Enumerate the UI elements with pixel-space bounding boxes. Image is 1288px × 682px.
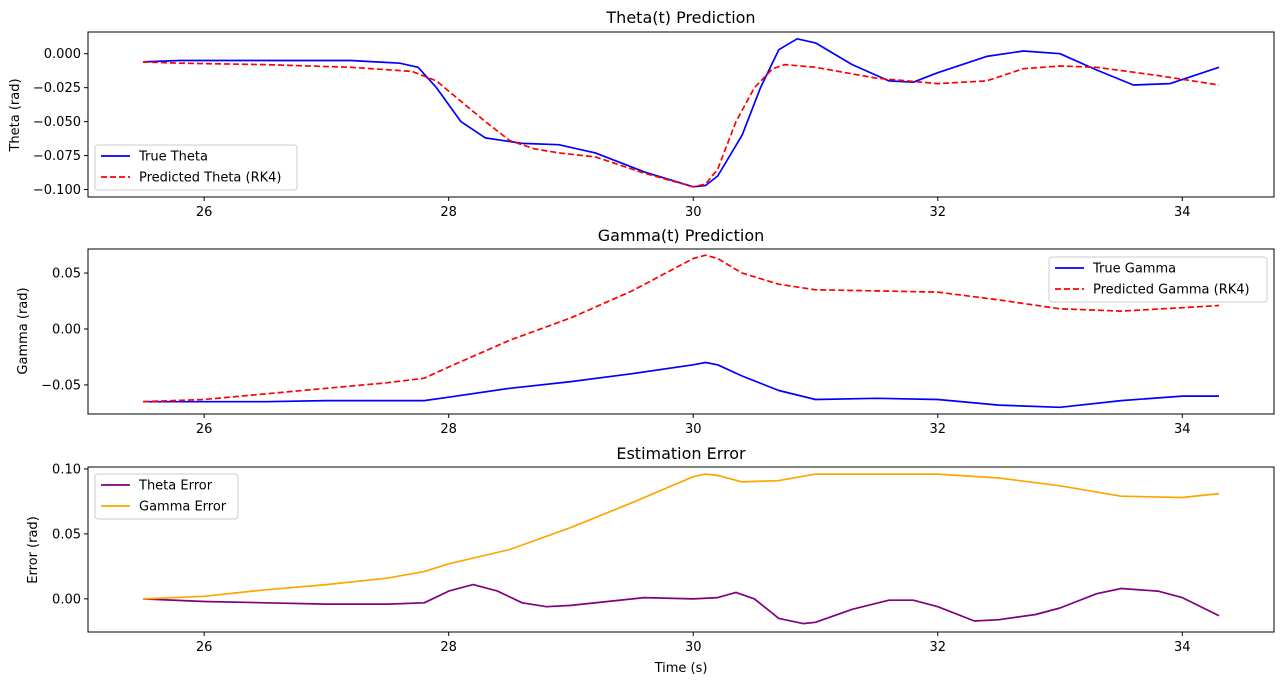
x-tick-label: 32 [929, 205, 946, 220]
legend-label: Predicted Theta (RK4) [139, 171, 282, 186]
legend: True Gamma Predicted Gamma (RK4) [1048, 256, 1268, 303]
y-tick-label: −0.025 [33, 81, 81, 96]
x-tick-label: 30 [685, 640, 702, 655]
subplot-gamma: Gamma(t) Prediction Gamma (rad) 26 28 30 32… [16, 226, 1275, 437]
y-tick-label: −0.050 [33, 115, 81, 130]
legend-box [1048, 256, 1268, 303]
x-tick-label: 28 [440, 422, 457, 437]
x-tick-label: 30 [685, 205, 702, 220]
plot-area: 26 28 30 32 34 0.05 0.00 −0.05 True Gamma Predict… [41, 248, 1275, 437]
plot-title: Estimation Error [616, 444, 746, 463]
y-tick-label: 0.000 [44, 47, 81, 62]
y-tick-label: 0.05 [52, 527, 81, 542]
y-tick-label: 0.05 [52, 267, 81, 282]
x-tick-label: 34 [1174, 640, 1191, 655]
subplot-error: Estimation Error Error (rad) Time (s) 26… [26, 444, 1275, 676]
plot-area: 26 28 30 32 34 0.000 −0.025 −0.050 −0.075 −0.100 T… [33, 31, 1275, 220]
x-tick-label: 30 [685, 422, 702, 437]
x-tick-label: 26 [196, 640, 213, 655]
x-tick-label: 32 [929, 422, 946, 437]
y-tick-label: 0.00 [52, 592, 81, 607]
legend-label: Theta Error [138, 479, 213, 494]
series-line [142, 61, 1220, 188]
legend-label: Predicted Gamma (RK4) [1093, 283, 1250, 298]
axes-frame [87, 31, 1275, 198]
series-line [142, 583, 1220, 625]
x-axis-label: Time (s) [654, 661, 708, 676]
y-tick-label: 0.10 [52, 462, 81, 477]
x-tick-label: 34 [1174, 205, 1191, 220]
y-axis-label: Gamma (rad) [16, 287, 31, 374]
axes-frame [87, 248, 1275, 415]
y-tick-label: −0.075 [33, 149, 81, 164]
plot-title: Gamma(t) Prediction [598, 226, 765, 245]
plot-title: Theta(t) Prediction [605, 8, 755, 27]
legend-label: True Gamma [1092, 262, 1176, 277]
x-tick-label: 32 [929, 640, 946, 655]
plot-area: 26 28 30 32 34 0.10 0.05 0.00 Theta Error Gamma E… [52, 462, 1275, 655]
x-tick-label: 28 [440, 640, 457, 655]
series-line [142, 473, 1220, 600]
x-tick-label: 34 [1174, 422, 1191, 437]
x-tick-label: 26 [196, 205, 213, 220]
x-tick-label: 26 [196, 422, 213, 437]
y-axis-label: Error (rad) [26, 516, 41, 584]
y-axis-label: Theta (rad) [8, 78, 23, 152]
axes-frame [87, 466, 1275, 633]
y-tick-label: 0.00 [52, 322, 81, 337]
series-line [142, 254, 1220, 403]
legend-box [94, 473, 239, 520]
legend: Theta Error Gamma Error [94, 473, 239, 520]
y-tick-label: −0.05 [41, 378, 81, 393]
legend-box [94, 144, 298, 191]
legend: True Theta Predicted Theta (RK4) [94, 144, 298, 191]
legend-label: Gamma Error [139, 500, 227, 515]
subplot-theta: Theta(t) Prediction Theta (rad) 26 28 30 32… [8, 8, 1275, 220]
y-tick-label: −0.100 [33, 183, 81, 198]
legend-label: True Theta [138, 150, 208, 165]
series-line [142, 37, 1220, 188]
series-line [143, 361, 1219, 409]
x-tick-label: 28 [440, 205, 457, 220]
